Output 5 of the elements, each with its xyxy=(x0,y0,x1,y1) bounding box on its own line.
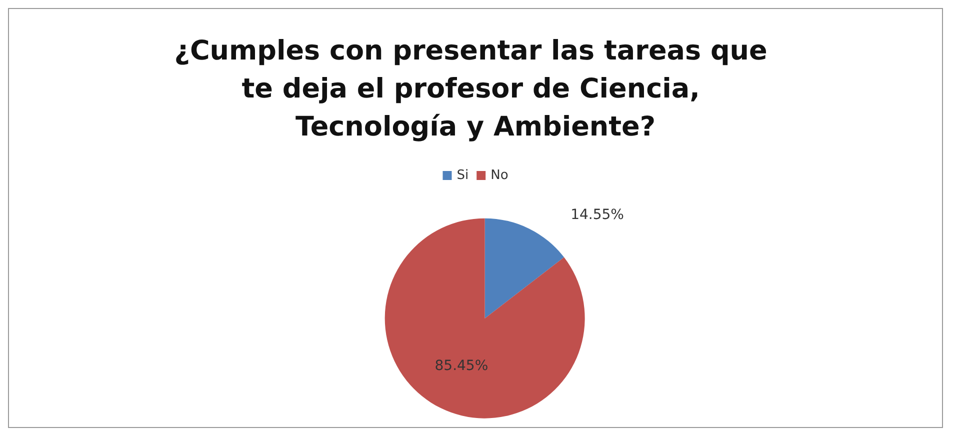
chart-title: ¿Cumples con presentar las tareas que te deja el profesor de Ciencia, Tecnología y Ambiente? xyxy=(174,36,777,142)
data-label: 14.55% xyxy=(570,207,624,224)
legend-label: No xyxy=(490,168,508,183)
legend-label: Si xyxy=(456,168,469,183)
data-label: 85.45% xyxy=(434,358,488,374)
